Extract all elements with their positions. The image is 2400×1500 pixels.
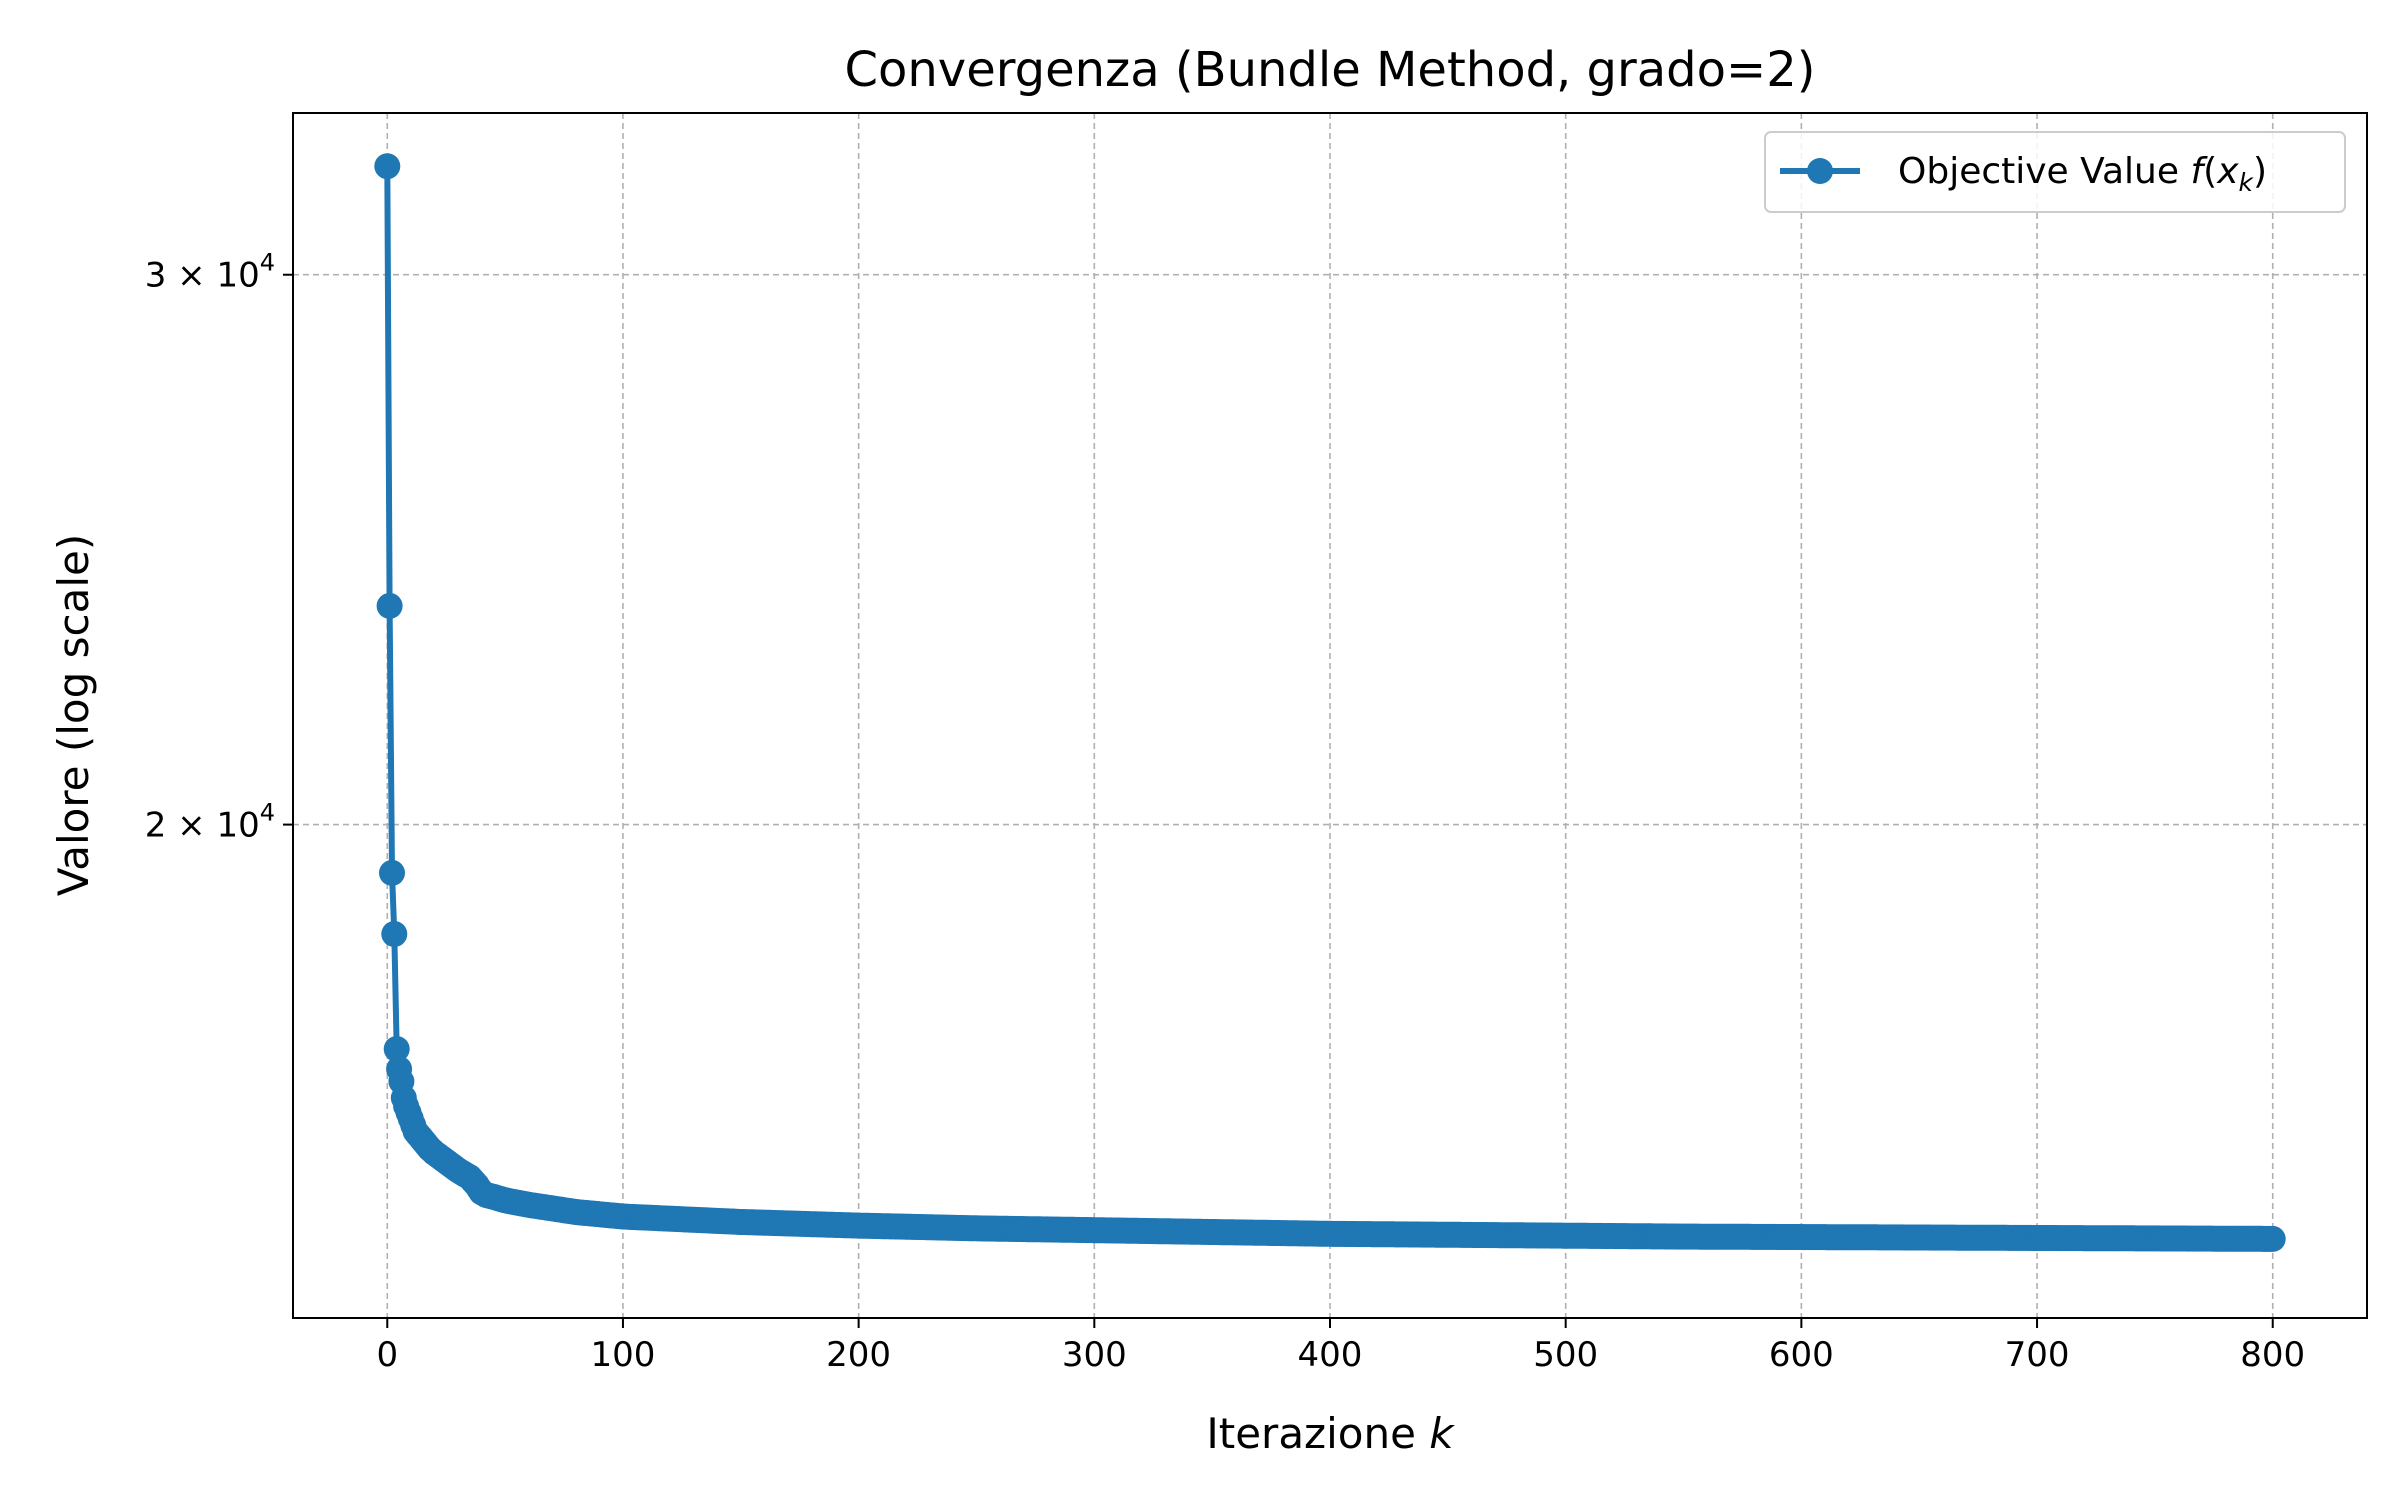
y-axis-label: Valore (log scale) [49, 534, 98, 896]
y-tick-mantissa: 2 [145, 806, 167, 846]
x-axis-label: Iterazione k [1206, 1409, 1455, 1458]
x-tick-label: 200 [826, 1335, 891, 1375]
x-tick-label: 400 [1298, 1335, 1363, 1375]
legend-entry-label: Objective Value [1898, 151, 2179, 192]
data-point [376, 592, 403, 619]
x-tick-label: 300 [1062, 1335, 1127, 1375]
data-point [2259, 1225, 2286, 1252]
legend-entry-var: x [2216, 151, 2239, 192]
x-tick-label: 700 [2005, 1335, 2070, 1375]
x-tick-label: 0 [376, 1335, 398, 1375]
x-tick-label: 100 [591, 1335, 656, 1375]
data-point [383, 1036, 410, 1062]
y-tick-label: 3 × 104 [145, 249, 275, 296]
legend-marker-swatch [1807, 158, 1833, 184]
x-axis-ticks: 0 100 200 300 400 500 600 700 800 [376, 1318, 2305, 1375]
legend-entry-sub: k [2239, 168, 2255, 197]
legend: Objective Value f(xk) [1764, 131, 2346, 213]
legend-frame [1764, 131, 2346, 213]
x-tick-label: 600 [1769, 1335, 1834, 1375]
chart-title: Convergenza (Bundle Method, grado=2) [845, 42, 1816, 98]
data-point [379, 859, 405, 886]
y-tick-exponent: 4 [260, 799, 275, 827]
x-tick-label: 800 [2240, 1335, 2305, 1375]
x-axis-label-text: Iterazione [1206, 1409, 1416, 1458]
data-point [374, 153, 401, 180]
y-tick-times: × [166, 806, 216, 846]
legend-entry: Objective Value f(xk) [1898, 151, 2267, 197]
y-tick-mantissa: 3 [145, 256, 167, 296]
x-tick-label: 500 [1533, 1335, 1598, 1375]
y-tick-base: 10 [216, 256, 259, 296]
data-point [381, 921, 408, 947]
x-axis-label-variable: k [1429, 1409, 1455, 1458]
y-tick-label: 2 × 104 [145, 799, 275, 846]
y-tick-times: × [166, 256, 216, 296]
y-tick-exponent: 4 [260, 249, 275, 277]
series-layer [374, 153, 2286, 1252]
grid [293, 113, 2367, 1318]
y-tick-base: 10 [216, 806, 259, 846]
